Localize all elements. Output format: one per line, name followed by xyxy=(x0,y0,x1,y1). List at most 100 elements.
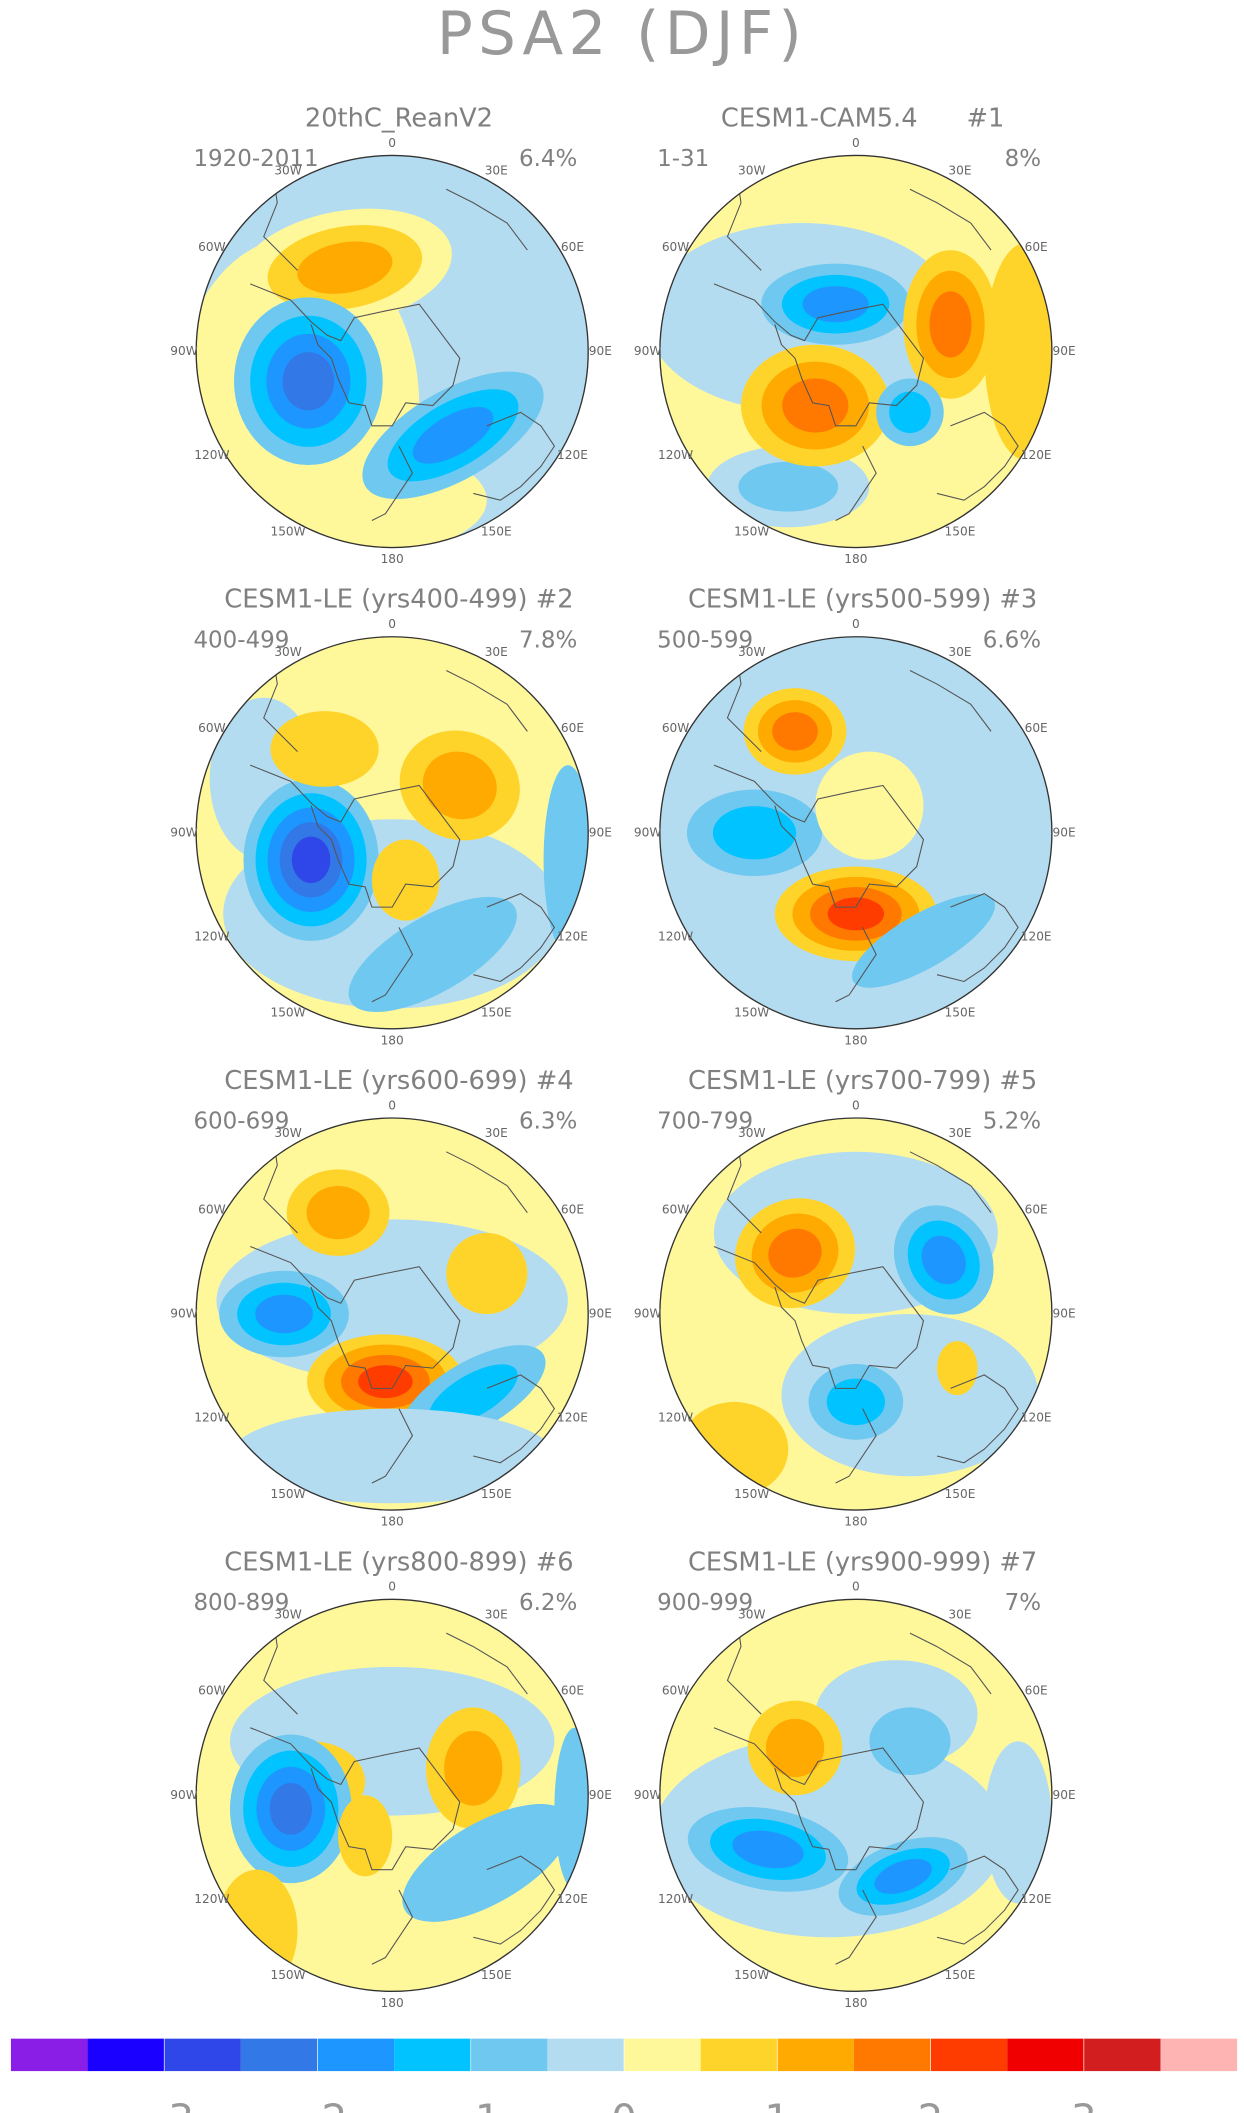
contour-region xyxy=(738,461,839,512)
contour-region xyxy=(889,391,931,434)
longitude-label: 60E xyxy=(1025,721,1048,735)
longitude-label: 180 xyxy=(381,1033,404,1047)
longitude-label: 90W xyxy=(170,1788,198,1802)
contour-region xyxy=(412,406,494,464)
longitude-label: 90E xyxy=(1052,1307,1075,1321)
map-field xyxy=(196,1599,589,1992)
contour-region xyxy=(765,1718,825,1778)
longitude-label: 90W xyxy=(634,825,662,839)
panel-percent: 8% xyxy=(1005,146,1041,172)
contour-region xyxy=(929,291,972,358)
longitude-label: 90E xyxy=(589,1788,612,1802)
contour-region xyxy=(402,1803,572,1922)
longitude-label: 150E xyxy=(481,1487,512,1501)
longitude-label: 150W xyxy=(734,1006,769,1020)
colorbar-box xyxy=(1083,2038,1161,2072)
longitude-label: 120E xyxy=(557,448,588,462)
longitude-label: 120W xyxy=(658,1411,693,1425)
colorbar-box xyxy=(777,2038,854,2072)
longitude-label: 30E xyxy=(948,645,971,659)
longitude-label: 60E xyxy=(1025,240,1048,254)
contour-region xyxy=(815,751,924,860)
longitude-label: 180 xyxy=(844,1033,867,1047)
longitude-label: 60E xyxy=(1025,1202,1048,1216)
coastline xyxy=(250,1118,556,1484)
contour-region xyxy=(446,1232,528,1315)
longitude-label: 120W xyxy=(658,448,693,462)
colorbar-label: 3 xyxy=(1071,2095,1097,2113)
panel-title: CESM1-LE (yrs400-499) #2 xyxy=(224,585,573,615)
longitude-label: 120E xyxy=(557,1411,588,1425)
colorbar-label: −3 xyxy=(134,2095,194,2113)
longitude-label: 30W xyxy=(274,1608,302,1622)
longitude-label: 150E xyxy=(481,1968,512,1982)
longitude-label: 60E xyxy=(561,1684,584,1698)
longitude-label: 150E xyxy=(945,1006,976,1020)
colorbar-box xyxy=(547,2038,625,2072)
longitude-label: 120W xyxy=(194,1892,229,1906)
colorbar-box xyxy=(853,2038,931,2072)
contour-region xyxy=(444,1730,503,1806)
longitude-label: 150E xyxy=(945,1968,976,1982)
longitude-label: 30E xyxy=(948,1608,971,1622)
colorbar-box xyxy=(10,2038,88,2072)
panel-percent: 6.4% xyxy=(519,146,577,172)
colorbar-label: 2 xyxy=(918,2095,944,2113)
longitude-label: 0 xyxy=(852,136,860,150)
coastline xyxy=(713,155,1019,521)
map-field xyxy=(196,1118,589,1511)
longitude-label: 0 xyxy=(852,617,860,631)
longitude-label: 150W xyxy=(270,1968,305,1982)
panel-percent: 6.3% xyxy=(519,1109,577,1135)
longitude-label: 120E xyxy=(557,1892,588,1906)
longitude-label: 60W xyxy=(198,1684,226,1698)
longitude-label: 90E xyxy=(1052,344,1075,358)
longitude-label: 30W xyxy=(738,1126,766,1140)
longitude-label: 60W xyxy=(662,1684,690,1698)
longitude-label: 0 xyxy=(852,1098,860,1112)
map-field xyxy=(659,636,1052,1029)
longitude-label: 90E xyxy=(589,1307,612,1321)
figure-title: PSA2 (DJF) xyxy=(437,0,807,69)
longitude-label: 90W xyxy=(634,344,662,358)
contour-region xyxy=(732,1830,804,1869)
map-panel: CESM1-LE (yrs700-799) #5 700-799 5.2% 0 30E 6… xyxy=(634,1066,1076,1529)
longitude-label: 120E xyxy=(557,929,588,943)
contour-region xyxy=(826,1378,885,1426)
contour-region xyxy=(297,241,393,294)
contour-region xyxy=(338,1795,393,1877)
longitude-label: 180 xyxy=(844,1515,867,1529)
contour-region xyxy=(936,1341,978,1396)
longitude-label: 120W xyxy=(658,929,693,943)
longitude-label: 60W xyxy=(198,240,226,254)
contour-region xyxy=(680,1401,789,1497)
coastline xyxy=(713,1118,1019,1484)
panel-period: 800-899 xyxy=(193,1590,289,1616)
longitude-label: 150W xyxy=(270,524,305,538)
panel-period: 1920-2011 xyxy=(193,146,318,172)
contour-region xyxy=(358,1365,413,1399)
longitude-label: 90E xyxy=(1052,1788,1075,1802)
map-field xyxy=(659,1118,1052,1511)
longitude-label: 30W xyxy=(738,645,766,659)
colorbar-box xyxy=(240,2038,318,2072)
panel-percent: 7.8% xyxy=(519,627,577,653)
contour-region xyxy=(851,894,996,988)
panel-percent: 7% xyxy=(1005,1590,1041,1616)
contour-region xyxy=(984,1741,1052,1904)
colorbar-box xyxy=(394,2038,471,2072)
longitude-label: 90E xyxy=(1052,825,1075,839)
contour-region xyxy=(869,1707,951,1776)
longitude-label: 90W xyxy=(170,344,198,358)
map-border xyxy=(659,154,1053,549)
longitude-label: 0 xyxy=(852,1580,860,1594)
longitude-label: 120W xyxy=(194,929,229,943)
colorbar-box xyxy=(624,2038,701,2072)
coastline xyxy=(250,636,556,1003)
longitude-label: 150W xyxy=(734,1968,769,1982)
longitude-label: 120E xyxy=(1021,1892,1052,1906)
longitude-label: 60E xyxy=(561,721,584,735)
contour-region xyxy=(782,378,849,433)
colorbar-box xyxy=(317,2038,395,2072)
contour-region xyxy=(712,806,797,860)
